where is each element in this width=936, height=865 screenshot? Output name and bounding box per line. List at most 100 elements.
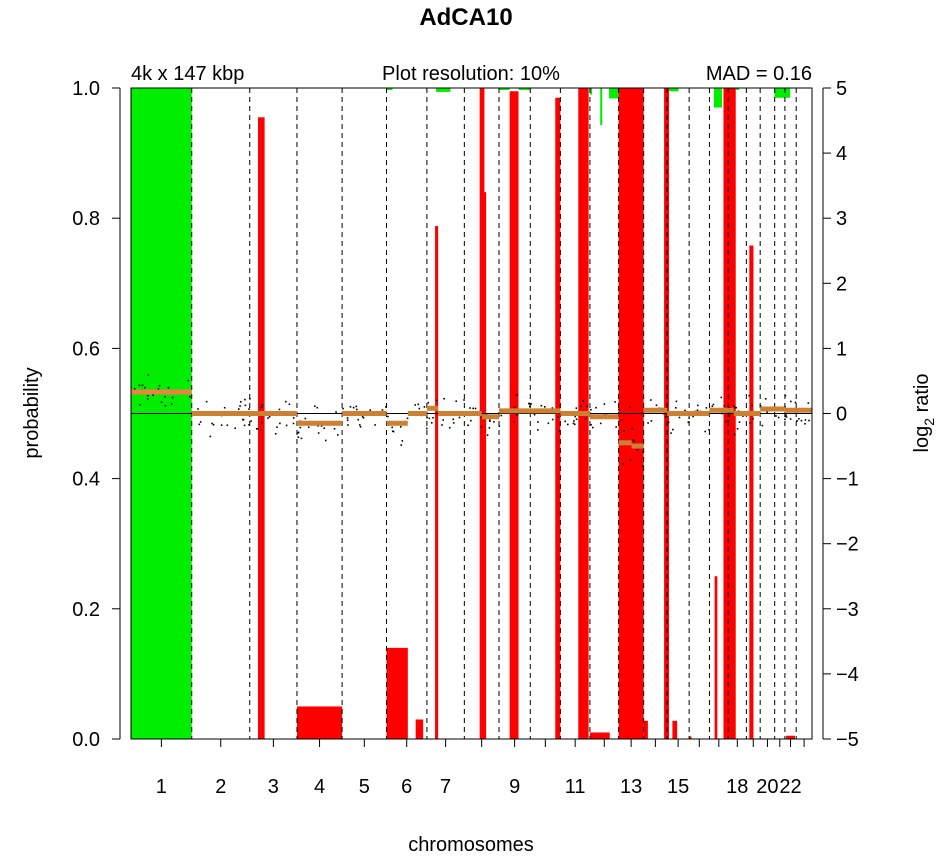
log2-ratio-point — [138, 384, 141, 387]
gain-probability-bar — [509, 91, 519, 739]
log2-ratio-point — [789, 418, 792, 420]
log2-ratio-point — [807, 402, 810, 404]
log2-ratio-point — [692, 415, 694, 418]
log2-ratio-point — [629, 459, 632, 461]
log2-ratio-point — [297, 436, 300, 438]
log2-ratio-point — [725, 420, 728, 423]
log2-ratio-point — [516, 414, 518, 416]
log2-ratio-point — [314, 405, 316, 407]
log2-ratio-point — [152, 394, 154, 396]
log2-ratio-point — [417, 403, 420, 406]
log2-ratio-point — [197, 408, 199, 410]
log2-ratio-point — [796, 419, 798, 422]
gain-probability-bar — [714, 576, 718, 739]
log2-ratio-point — [784, 405, 786, 408]
log2-ratio-point — [528, 402, 530, 405]
log2-ratio-point — [401, 440, 404, 442]
log2-ratio-point — [243, 424, 246, 427]
log2-ratio-point — [239, 405, 241, 407]
log2-ratio-point — [359, 425, 362, 428]
log2-ratio-point — [414, 404, 417, 406]
log2-ratio-point — [381, 409, 384, 411]
log2-ratio-point — [160, 401, 163, 404]
right-y-axis-label-subscript: 2 — [921, 418, 936, 426]
log2-ratio-point — [244, 398, 246, 401]
gain-probability-bar — [296, 706, 343, 739]
log2-ratio-point — [711, 405, 714, 408]
log2-ratio-point — [586, 405, 588, 408]
loss-probability-bar — [589, 88, 593, 95]
log2-ratio-point — [575, 418, 578, 421]
log2-ratio-point — [615, 426, 617, 428]
log2-ratio-point — [164, 404, 167, 407]
log2-ratio-point — [515, 394, 518, 396]
log2-ratio-point — [133, 388, 136, 390]
log2-ratio-point — [777, 416, 780, 419]
log2-ratio-point — [798, 417, 800, 420]
log2-ratio-point — [297, 431, 300, 434]
log2-ratio-point — [452, 422, 455, 424]
plot-area: 0.0 0.2 0.4 0.6 0.8 1.0 −5 −4 −3 −2 −1 0 1 2 3 4 5 1 2 3 4 5 6… — [72, 78, 859, 798]
log2-ratio-point — [599, 422, 602, 425]
right-axis-tick-label: −4 — [836, 664, 859, 686]
log2-ratio-point — [261, 404, 263, 406]
log2-ratio-point — [276, 426, 278, 428]
log2-ratio-point — [448, 426, 451, 429]
log2-ratio-point — [189, 395, 191, 398]
log2-ratio-point — [764, 398, 767, 400]
log2-ratio-point — [723, 404, 726, 407]
log2-ratio-point — [362, 416, 365, 419]
log2-ratio-point — [292, 422, 295, 425]
mad-label: MAD = 0.16 — [706, 63, 812, 85]
log2-ratio-point — [285, 424, 288, 427]
log2-ratio-point — [226, 424, 229, 427]
log2-ratio-point — [580, 405, 583, 408]
loss-probability-bar — [774, 88, 791, 98]
right-y-axis-label-tail: ratio — [911, 374, 933, 418]
log2-ratio-point — [513, 406, 516, 409]
log2-ratio-point — [288, 403, 291, 406]
log2-ratio-point — [629, 406, 631, 409]
log2-ratio-point — [670, 432, 672, 434]
log2-ratio-point — [789, 400, 792, 403]
log2-ratio-point — [474, 407, 477, 410]
log2-ratio-point — [573, 423, 576, 426]
log2-ratio-point — [766, 411, 768, 413]
loss-probability-bar — [600, 88, 603, 126]
log2-ratio-point — [423, 406, 426, 408]
log2-ratio-point — [147, 398, 149, 400]
log2-ratio-point — [317, 425, 319, 427]
chart-title: AdCA10 — [419, 4, 512, 31]
log2-ratio-point — [804, 419, 807, 421]
log2-ratio-point — [573, 420, 575, 422]
log2-ratio-point — [489, 420, 491, 423]
log2-ratio-point — [574, 415, 577, 418]
log2-ratio-point — [425, 427, 428, 430]
log2-ratio-point — [761, 424, 764, 427]
log2-ratio-point — [544, 406, 546, 408]
log2-ratio-point — [500, 414, 503, 417]
log2-ratio-point — [575, 407, 578, 409]
right-y-axis-label: log2 ratio — [911, 374, 936, 453]
log2-ratio-point — [255, 427, 258, 430]
log2-ratio-point — [488, 419, 491, 422]
gain-probability-bar — [643, 720, 648, 739]
log2-ratio-point — [533, 413, 536, 416]
log2-ratio-point — [234, 427, 236, 430]
log2-ratio-point — [385, 406, 387, 408]
gain-probability-bar — [786, 735, 795, 739]
log2-ratio-point — [642, 451, 645, 454]
log2-ratio-point — [720, 396, 723, 399]
log2-ratio-point — [458, 416, 461, 419]
log2-ratio-point — [139, 403, 141, 406]
log2-ratio-point — [355, 405, 358, 408]
log2-ratio-point — [775, 415, 777, 417]
log2-ratio-point — [800, 419, 803, 422]
log2-ratio-point — [785, 416, 788, 418]
log2-ratio-point — [696, 409, 699, 412]
bottom-axis-tick-label: 18 — [726, 776, 748, 798]
log2-ratio-point — [374, 424, 376, 426]
log2-ratio-point — [392, 430, 395, 433]
log2-ratio-point — [147, 374, 150, 376]
log2-ratio-point — [400, 426, 402, 428]
